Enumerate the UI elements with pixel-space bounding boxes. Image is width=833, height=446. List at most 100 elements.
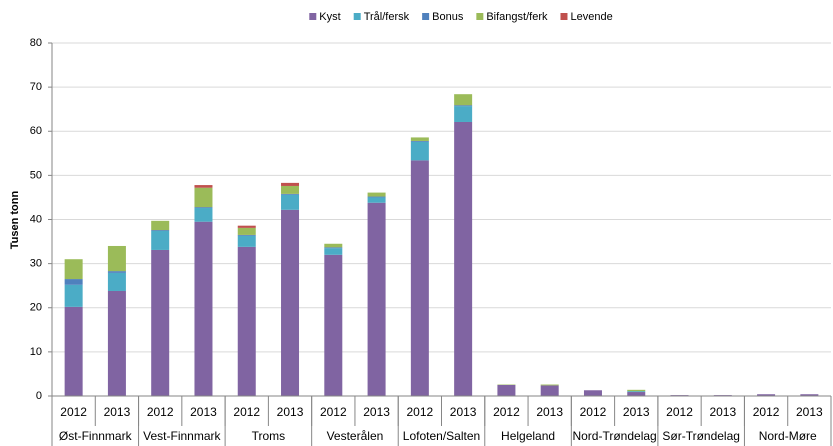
- x-tick-label: 2013: [104, 405, 131, 419]
- legend-label: Bonus: [432, 11, 464, 23]
- bar-segment: [411, 137, 429, 141]
- bar-segment: [238, 235, 256, 236]
- bar-segment: [108, 246, 126, 271]
- y-tick-label: 20: [30, 302, 42, 314]
- legend-swatch: [476, 13, 483, 20]
- bar-segment: [194, 208, 212, 222]
- legend-swatch: [422, 13, 429, 20]
- y-tick-label: 80: [30, 37, 42, 49]
- x-tick-label: 2012: [580, 405, 607, 419]
- legend-item: Levende: [560, 11, 612, 23]
- bar-segment: [281, 194, 299, 195]
- x-tick-label: 2013: [277, 405, 304, 419]
- x-tick-label: 2013: [363, 405, 390, 419]
- x-tick-label: 2012: [60, 405, 87, 419]
- chart: Tusen tonn 01020304050607080KystTrål/fer…: [0, 0, 833, 446]
- bar-segment: [368, 197, 386, 198]
- legend-label: Levende: [570, 11, 612, 23]
- bar-segment: [281, 195, 299, 210]
- bar-segment: [454, 122, 472, 396]
- legend-label: Kyst: [319, 11, 340, 23]
- legend-swatch: [560, 13, 567, 20]
- y-tick-label: 10: [30, 346, 42, 358]
- bar-segment: [627, 391, 645, 392]
- bar-segment: [65, 259, 83, 279]
- bar-segment: [238, 236, 256, 247]
- bar-segment: [324, 255, 342, 396]
- group-label: Lofoten/Salten: [403, 429, 480, 443]
- bar-segment: [368, 193, 386, 197]
- x-tick-label: 2013: [709, 405, 736, 419]
- bar-segment: [151, 231, 169, 250]
- bar-segment: [238, 226, 256, 228]
- bar-segment: [497, 385, 515, 396]
- x-tick-label: 2012: [147, 405, 174, 419]
- bar-segment: [151, 221, 169, 230]
- bar-segment: [584, 390, 602, 396]
- legend-swatch: [309, 13, 316, 20]
- x-tick-label: 2012: [233, 405, 260, 419]
- y-tick-label: 0: [36, 390, 42, 402]
- bar-segment: [194, 188, 212, 207]
- x-tick-label: 2013: [796, 405, 823, 419]
- bar-segment: [194, 207, 212, 208]
- bar-segment: [454, 106, 472, 122]
- x-tick-label: 2013: [190, 405, 217, 419]
- bar-segment: [194, 185, 212, 188]
- x-tick-label: 2012: [666, 405, 693, 419]
- bar-segment: [108, 271, 126, 273]
- bar-segment: [627, 390, 645, 391]
- bar-segment: [65, 279, 83, 285]
- legend-item: Kyst: [309, 11, 340, 23]
- bar-segment: [411, 142, 429, 161]
- x-tick-label: 2012: [753, 405, 780, 419]
- legend-swatch: [354, 13, 361, 20]
- legend-item: Trål/fersk: [354, 11, 410, 23]
- bar-segment: [281, 183, 299, 186]
- bar-segment: [108, 291, 126, 396]
- bar-segment: [281, 210, 299, 396]
- bar-segment: [368, 203, 386, 396]
- x-tick-label: 2012: [493, 405, 520, 419]
- bar-segment: [151, 230, 169, 231]
- bar-segment: [541, 385, 559, 386]
- group-label: Troms: [252, 429, 286, 443]
- x-tick-label: 2012: [407, 405, 434, 419]
- legend-label: Bifangst/ferk: [486, 11, 548, 23]
- legend-item: Bonus: [422, 11, 464, 23]
- x-tick-label: 2013: [450, 405, 477, 419]
- legend-item: Bifangst/ferk: [476, 11, 548, 23]
- group-label: Nord-Møre: [759, 429, 817, 443]
- bar-segment: [238, 247, 256, 396]
- bar-segment: [454, 105, 472, 106]
- bar-segment: [238, 228, 256, 235]
- x-tick-label: 2013: [536, 405, 563, 419]
- bar-segment: [324, 247, 342, 248]
- bar-segment: [324, 248, 342, 255]
- bar-segment: [151, 250, 169, 396]
- bar-segment: [627, 392, 645, 396]
- bar-segment: [411, 160, 429, 396]
- y-tick-label: 50: [30, 169, 42, 181]
- bar-segment: [411, 141, 429, 142]
- group-label: Vesterålen: [327, 429, 384, 443]
- y-tick-label: 40: [30, 213, 42, 225]
- bar-segment: [194, 222, 212, 396]
- bar-segment: [454, 94, 472, 105]
- group-label: Nord-Trøndelag: [572, 429, 656, 443]
- bar-segment: [281, 186, 299, 194]
- bar-segment: [65, 307, 83, 396]
- y-tick-label: 30: [30, 258, 42, 270]
- y-axis-title: Tusen tonn: [9, 191, 21, 250]
- legend-label: Trål/fersk: [364, 11, 410, 23]
- y-tick-label: 70: [30, 81, 42, 93]
- x-tick-label: 2012: [320, 405, 347, 419]
- group-label: Vest-Finnmark: [143, 429, 221, 443]
- group-label: Øst-Finnmark: [59, 429, 133, 443]
- bar-segment: [108, 273, 126, 291]
- group-label: Helgeland: [501, 429, 555, 443]
- bar-segment: [368, 197, 386, 202]
- bar-segment: [65, 285, 83, 307]
- x-tick-label: 2013: [623, 405, 650, 419]
- bar-segment: [324, 244, 342, 248]
